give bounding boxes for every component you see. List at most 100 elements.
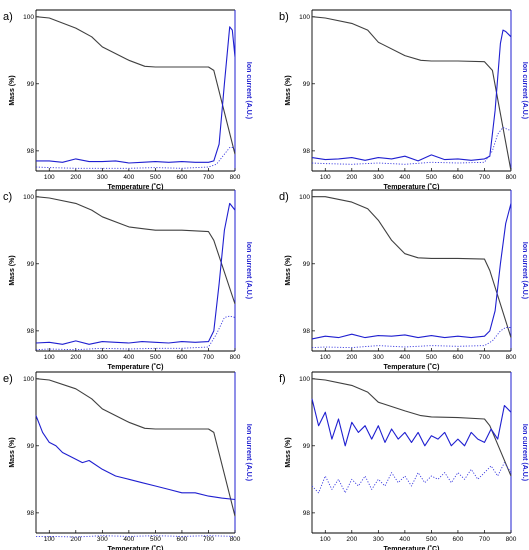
x-tick-label: 800 [230, 174, 241, 181]
y-tick-label: 99 [303, 443, 311, 450]
y-tick-label: 98 [303, 328, 311, 335]
x-tick-label: 700 [479, 174, 490, 181]
panel-d: d) 100 200 300 400 500 600 700 800 98 99 100 Tempera… [279, 189, 528, 371]
x-tick-label: 100 [320, 354, 331, 361]
ion-current-solid-line [311, 203, 512, 340]
y-axis-title-left: Mass (%) [9, 437, 16, 467]
y-tick-label: 100 [23, 376, 34, 383]
x-tick-label: 300 [97, 174, 108, 181]
mass-line [35, 378, 236, 517]
x-tick-label: 100 [44, 174, 55, 181]
ion-current-dotted-line [311, 327, 511, 349]
x-tick-label: 400 [123, 354, 134, 361]
ion-current-dotted-line [35, 315, 236, 351]
x-axis-title: Temperature (˚C) [108, 183, 164, 191]
panel-label: d) [279, 191, 289, 203]
x-tick-label: 700 [203, 354, 214, 361]
x-tick-label: 200 [70, 354, 81, 361]
panel-label: f) [279, 373, 286, 385]
x-tick-label: 800 [506, 536, 517, 543]
mass-line [311, 378, 512, 477]
x-tick-label: 700 [203, 536, 214, 543]
y-tick-label: 99 [27, 261, 35, 268]
x-tick-label: 500 [150, 354, 161, 361]
panel-label: b) [279, 11, 289, 23]
ion-current-dotted-line [311, 462, 512, 494]
x-tick-label: 200 [70, 174, 81, 181]
x-tick-label: 300 [373, 536, 384, 543]
panel-e: e) 100 200 300 400 500 600 700 800 98 99 100 Tempera… [3, 371, 252, 550]
x-axis-title: Temperature (˚C) [384, 545, 440, 550]
y-tick-label: 100 [23, 194, 34, 201]
x-tick-label: 600 [177, 354, 188, 361]
y-tick-label: 100 [299, 14, 310, 21]
y-tick-label: 98 [27, 148, 35, 155]
x-tick-label: 400 [399, 174, 410, 181]
x-axis-title: Temperature (˚C) [384, 363, 440, 371]
y-tick-label: 99 [303, 261, 311, 268]
y-tick-label: 100 [23, 14, 34, 21]
y-axis-title-left: Mass (%) [9, 75, 16, 105]
x-tick-label: 600 [453, 536, 464, 543]
x-tick-label: 800 [506, 174, 517, 181]
panel-label: a) [3, 11, 13, 23]
x-tick-label: 500 [426, 354, 437, 361]
x-tick-label: 100 [44, 536, 55, 543]
x-tick-label: 400 [123, 174, 134, 181]
mass-line [35, 196, 236, 305]
x-tick-label: 500 [426, 174, 437, 181]
panel-c: c) 100 200 300 400 500 600 700 800 98 99 100 Tempera… [3, 189, 252, 371]
y-tick-label: 99 [27, 443, 35, 450]
panel-b: b) 100 200 300 400 500 600 700 800 98 99 100 Tempera… [279, 9, 528, 191]
y-axis-title-left: Mass (%) [285, 437, 292, 467]
x-tick-label: 400 [123, 536, 134, 543]
x-tick-label: 100 [44, 354, 55, 361]
mass-line [312, 196, 512, 338]
x-tick-label: 600 [177, 536, 188, 543]
ion-current-solid-line [35, 202, 236, 345]
y-tick-label: 98 [27, 510, 35, 517]
y-tick-label: 100 [299, 376, 310, 383]
ion-current-solid-line [311, 29, 512, 162]
ion-current-solid-line [35, 415, 236, 501]
x-tick-label: 400 [399, 536, 410, 543]
x-tick-label: 200 [346, 536, 357, 543]
y-axis-title-right: Ion current (A.U.) [245, 424, 252, 481]
x-tick-label: 100 [320, 174, 331, 181]
x-axis-title: Temperature (˚C) [108, 545, 164, 550]
x-tick-label: 500 [426, 536, 437, 543]
ion-current-dotted-line [311, 126, 512, 165]
y-tick-label: 98 [303, 148, 311, 155]
panel-f: f) 100 200 300 400 500 600 700 800 98 99 100 Tempera… [279, 371, 528, 550]
x-tick-label: 500 [150, 174, 161, 181]
y-axis-title-left: Mass (%) [9, 255, 16, 285]
x-tick-label: 500 [150, 536, 161, 543]
y-axis-title-right: Ion current (A.U.) [521, 424, 528, 481]
x-tick-label: 200 [346, 174, 357, 181]
ion-current-solid-line [36, 26, 236, 164]
y-tick-label: 98 [303, 510, 311, 517]
x-tick-label: 400 [399, 354, 410, 361]
y-tick-label: 99 [303, 81, 311, 88]
x-tick-label: 800 [506, 354, 517, 361]
x-tick-label: 700 [479, 536, 490, 543]
ion-current-dotted-line [36, 535, 236, 538]
x-tick-label: 300 [97, 536, 108, 543]
x-axis-title: Temperature (˚C) [384, 183, 440, 191]
x-axis-title: Temperature (˚C) [108, 363, 164, 371]
x-tick-label: 300 [373, 354, 384, 361]
y-axis-title-right: Ion current (A.U.) [245, 242, 252, 299]
panel-label: e) [3, 373, 13, 385]
x-tick-label: 300 [373, 174, 384, 181]
y-tick-label: 98 [27, 328, 35, 335]
x-tick-label: 700 [203, 174, 214, 181]
y-tick-label: 99 [27, 81, 35, 88]
y-axis-title-right: Ion current (A.U.) [521, 242, 528, 299]
mass-line [311, 16, 512, 172]
panel-label: c) [3, 191, 12, 203]
ion-current-dotted-line [35, 147, 235, 169]
x-tick-label: 300 [97, 354, 108, 361]
y-tick-label: 100 [299, 194, 310, 201]
y-axis-title-right: Ion current (A.U.) [521, 62, 528, 119]
